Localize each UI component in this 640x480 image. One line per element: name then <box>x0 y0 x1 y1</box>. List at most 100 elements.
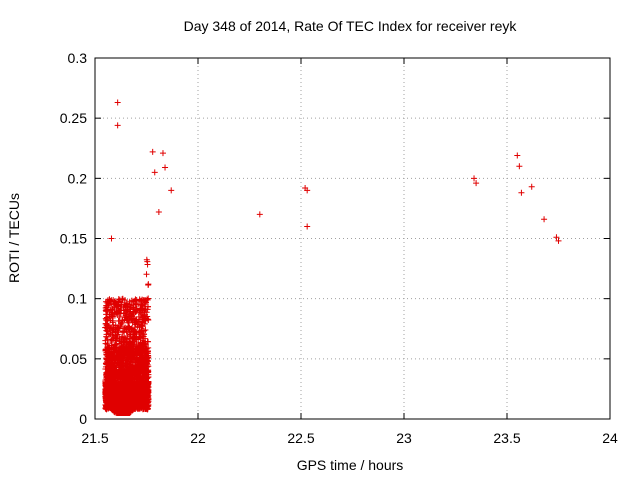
data-point <box>119 393 126 400</box>
plot-frame <box>94 57 611 420</box>
data-point <box>110 381 117 388</box>
data-point <box>107 307 114 314</box>
data-point <box>149 148 156 155</box>
data-point <box>141 320 148 327</box>
data-point <box>143 405 150 412</box>
data-point <box>145 378 152 385</box>
chart-title: Day 348 of 2014, Rate Of TEC Index for r… <box>184 18 518 34</box>
data-point <box>108 352 115 359</box>
data-point <box>141 372 148 379</box>
data-point <box>109 361 116 368</box>
data-point <box>103 371 110 378</box>
data-point <box>137 334 144 341</box>
data-point <box>168 187 175 194</box>
data-point <box>256 211 263 218</box>
data-point <box>555 237 562 244</box>
data-point <box>128 313 135 320</box>
data-point <box>135 318 142 325</box>
y-tick-label: 0.15 <box>60 231 87 247</box>
data-point <box>126 378 133 385</box>
data-point <box>124 405 131 412</box>
data-point <box>514 152 521 159</box>
data-point <box>144 258 151 265</box>
data-point <box>140 340 147 347</box>
data-point <box>140 327 147 334</box>
data-point <box>110 400 117 407</box>
data-point <box>139 314 146 321</box>
data-point <box>129 327 136 334</box>
data-point <box>132 349 139 356</box>
y-tick-label: 0.2 <box>68 170 88 186</box>
data-point <box>108 235 115 242</box>
data-point <box>133 380 140 387</box>
data-point <box>115 404 122 411</box>
data-point <box>126 301 133 308</box>
data-point <box>133 329 140 336</box>
data-point <box>117 372 124 379</box>
data-point <box>114 324 121 331</box>
data-point <box>145 303 152 310</box>
y-tick-label: 0.3 <box>68 50 88 66</box>
data-point <box>541 216 548 223</box>
data-point <box>105 381 112 388</box>
data-point <box>117 359 124 366</box>
data-point <box>139 297 146 304</box>
y-tick-label: 0.05 <box>60 351 87 367</box>
data-point <box>111 300 118 307</box>
data-point <box>114 360 121 367</box>
data-point <box>109 327 116 334</box>
data-point <box>121 336 128 343</box>
data-point <box>114 122 121 129</box>
data-point <box>143 351 150 358</box>
data-point <box>119 409 126 416</box>
data-point <box>107 337 114 344</box>
data-point <box>144 338 151 345</box>
data-point <box>118 382 125 389</box>
data-point <box>103 314 110 321</box>
data-point <box>137 354 144 361</box>
data-point <box>141 385 148 392</box>
data-point <box>111 376 118 383</box>
data-point <box>135 301 142 308</box>
data-point <box>134 363 141 370</box>
data-point <box>141 365 148 372</box>
data-point <box>108 368 115 375</box>
data-point <box>516 163 523 170</box>
data-point <box>136 333 143 340</box>
data-point <box>115 302 122 309</box>
data-point <box>109 317 116 324</box>
data-point <box>136 321 143 328</box>
data-point <box>103 333 110 340</box>
data-point <box>112 344 119 351</box>
data-point <box>162 164 169 171</box>
data-point <box>143 271 150 278</box>
data-point <box>118 333 125 340</box>
data-point <box>126 325 133 332</box>
data-point <box>129 348 136 355</box>
data-point <box>114 303 121 310</box>
data-point <box>145 295 152 302</box>
data-point <box>125 317 132 324</box>
data-point <box>128 297 135 304</box>
data-point <box>124 352 131 359</box>
data-point <box>144 379 151 386</box>
data-point <box>132 355 139 362</box>
data-point <box>125 380 132 387</box>
data-point <box>107 297 114 304</box>
data-point <box>109 311 116 318</box>
data-point <box>145 281 152 288</box>
data-point <box>473 180 480 187</box>
data-point <box>121 316 128 323</box>
data-point <box>116 391 123 398</box>
data-point <box>159 150 166 157</box>
data-point <box>102 340 109 347</box>
data-point <box>107 351 114 358</box>
data-point <box>119 346 126 353</box>
data-point <box>125 341 132 348</box>
data-point <box>141 300 148 307</box>
data-point <box>518 189 525 196</box>
data-point <box>127 331 134 338</box>
data-point <box>112 366 119 373</box>
data-point <box>142 326 149 333</box>
